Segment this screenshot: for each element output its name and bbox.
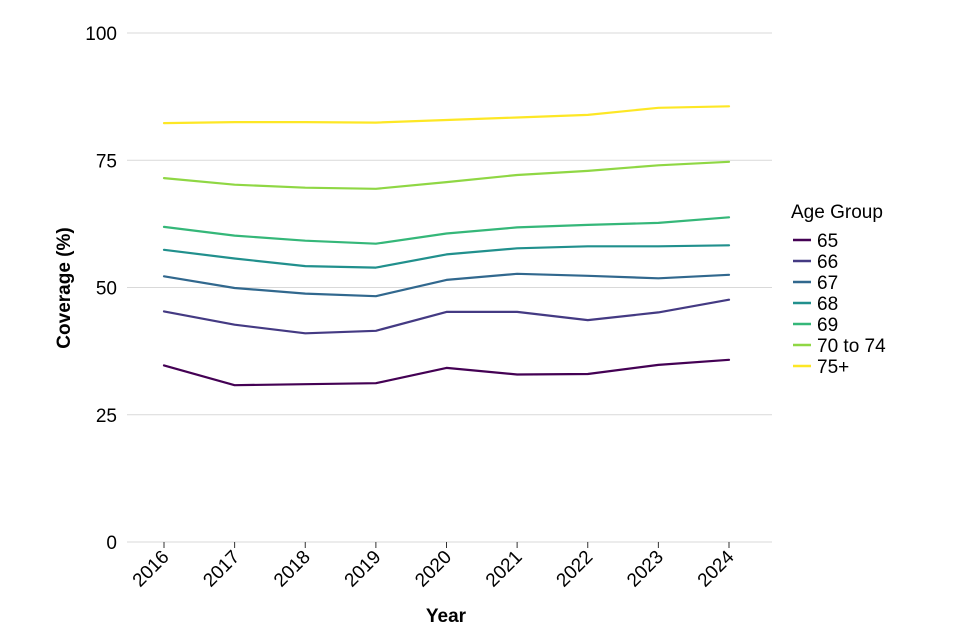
x-tick-label: 2024: [694, 546, 739, 591]
x-tick-label: 2023: [623, 547, 668, 592]
legend-label: 66: [817, 252, 838, 273]
x-tick-label: 2022: [553, 547, 598, 592]
x-tick-label: 2017: [199, 547, 244, 592]
y-tick-label: 50: [96, 279, 117, 300]
legend-label: 75+: [817, 357, 849, 378]
x-tick-label: 2019: [341, 547, 386, 592]
x-tick-label: 2021: [482, 547, 527, 592]
x-tick-label: 2020: [411, 547, 456, 592]
series-line-75plus: [162, 105, 731, 125]
legend-title: Age Group: [791, 202, 883, 223]
legend-label: 67: [817, 273, 838, 294]
series-line-65: [162, 358, 731, 387]
axes: [127, 541, 772, 548]
x-tick-label: 2016: [129, 547, 174, 592]
series-line-70-to-74: [162, 160, 731, 190]
y-axis-title: Coverage (%): [54, 227, 75, 348]
series-lines: [162, 105, 731, 387]
y-tick-label: 100: [85, 24, 117, 45]
series-line-68: [162, 244, 731, 269]
y-tick-label: 0: [106, 533, 117, 554]
series-line-66: [162, 298, 731, 335]
y-tick-label: 75: [96, 151, 117, 172]
series-line-67: [162, 272, 731, 298]
gridlines: [127, 32, 772, 543]
legend-label: 70 to 74: [817, 336, 886, 357]
legend-label: 68: [817, 294, 838, 315]
series-line-69: [162, 216, 731, 245]
legend-label: 69: [817, 315, 838, 336]
y-tick-label: 25: [96, 406, 117, 427]
legend-label: 65: [817, 231, 838, 252]
x-tick-label: 2018: [270, 547, 315, 592]
x-axis-title: Year: [426, 606, 467, 627]
